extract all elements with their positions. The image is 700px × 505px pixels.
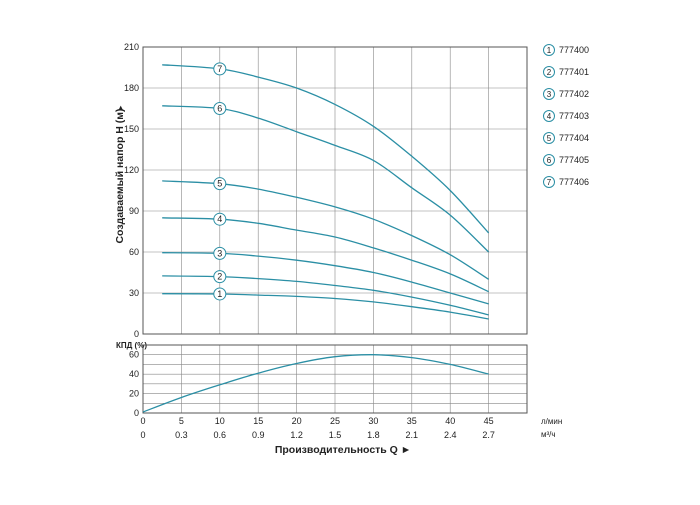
legend-badge-circle bbox=[543, 154, 555, 166]
curve-badge-number: 6 bbox=[217, 104, 222, 114]
legend-badge-number: 4 bbox=[547, 112, 552, 121]
head-y-tick-label: 150 bbox=[124, 124, 139, 134]
head-curve-777403 bbox=[162, 217, 489, 293]
legend-label: 777403 bbox=[559, 111, 589, 121]
curve-badge-number: 5 bbox=[217, 179, 222, 189]
x-tick-label-secondary: 1.5 bbox=[329, 430, 342, 440]
x-tick-label-primary: 40 bbox=[445, 416, 455, 426]
head-y-tick-label: 210 bbox=[124, 42, 139, 52]
x-tick-label-secondary: 1.2 bbox=[290, 430, 303, 440]
curve-badge-circle bbox=[213, 270, 227, 284]
x-tick-label-primary: 0 bbox=[140, 416, 145, 426]
legend-badge-circle bbox=[543, 66, 555, 78]
curve-badge-circle bbox=[213, 102, 227, 115]
legend-label: 777401 bbox=[559, 67, 589, 77]
head-y-tick-label: 60 bbox=[129, 247, 139, 257]
head-y-tick-label: 30 bbox=[129, 288, 139, 298]
legend-badge-circle bbox=[543, 88, 555, 100]
x-axis-title: Производительность Q ► bbox=[275, 444, 411, 456]
head-y-tick-label: 90 bbox=[129, 206, 139, 216]
curve-badge-number: 2 bbox=[217, 272, 222, 282]
curve-badge-circle bbox=[213, 177, 227, 191]
curve-badge-circle bbox=[213, 212, 227, 226]
legend-label: 777406 bbox=[559, 177, 589, 187]
x-tick-label-secondary: 0.6 bbox=[214, 430, 227, 440]
x-tick-label-primary: 25 bbox=[330, 416, 340, 426]
x-tick-label-primary: 45 bbox=[484, 416, 494, 426]
x-tick-label-primary: 30 bbox=[368, 416, 378, 426]
x-tick-label-primary: 10 bbox=[215, 416, 225, 426]
curve-badge-number: 1 bbox=[217, 289, 222, 299]
head-curve-777400 bbox=[162, 293, 489, 320]
curve-badge-number: 4 bbox=[217, 214, 222, 224]
head-y-tick-label: 0 bbox=[134, 329, 139, 339]
x-tick-label-secondary: 2.1 bbox=[406, 430, 419, 440]
x-tick-label-secondary: 0 bbox=[140, 430, 145, 440]
legend-badge-circle bbox=[543, 44, 555, 56]
x-tick-label-secondary: 2.4 bbox=[444, 430, 457, 440]
curve-badge-circle bbox=[213, 246, 227, 260]
eff-y-tick-label: 0 bbox=[134, 408, 139, 418]
x-tick-label-secondary: 2.7 bbox=[482, 430, 495, 440]
legend-label: 777400 bbox=[559, 45, 589, 55]
legend-label: 777404 bbox=[559, 133, 589, 143]
eff-y-tick-label: 60 bbox=[129, 350, 139, 360]
y-axis-arrow: ► bbox=[116, 104, 125, 112]
x-unit-primary: л/мин bbox=[541, 417, 562, 426]
x-tick-label-primary: 35 bbox=[407, 416, 417, 426]
x-tick-label-secondary: 0.9 bbox=[252, 430, 265, 440]
curve-badge-number: 7 bbox=[217, 64, 222, 74]
legend-badge-number: 5 bbox=[547, 134, 552, 143]
x-unit-secondary: м³/ч bbox=[541, 430, 556, 439]
y-axis-title: Создаваемый напор H (м) bbox=[114, 108, 126, 243]
head-curve-777404 bbox=[162, 180, 489, 280]
head-curve-777402 bbox=[162, 252, 489, 305]
head-plot-frame bbox=[142, 46, 528, 335]
legend-label: 777405 bbox=[559, 155, 589, 165]
legend-badge-circle bbox=[543, 132, 555, 144]
legend-badge-number: 6 bbox=[547, 156, 552, 165]
efficiency-curve bbox=[142, 354, 489, 413]
legend-badge-number: 1 bbox=[547, 46, 552, 55]
curve-badge-circle bbox=[213, 287, 227, 301]
head-y-tick-label: 120 bbox=[124, 165, 139, 175]
curve-badge-number: 3 bbox=[217, 248, 222, 258]
curve-badge-circle bbox=[213, 62, 227, 76]
legend-badge-number: 2 bbox=[547, 68, 552, 77]
head-y-tick-label: 180 bbox=[124, 83, 139, 93]
legend-badge-circle bbox=[543, 176, 555, 188]
head-curve-777401 bbox=[162, 275, 489, 316]
x-tick-label-primary: 5 bbox=[179, 416, 184, 426]
legend-label: 777402 bbox=[559, 89, 589, 99]
eff-y-tick-label: 40 bbox=[129, 369, 139, 379]
x-tick-label-secondary: 0.3 bbox=[175, 430, 188, 440]
x-tick-label-primary: 20 bbox=[292, 416, 302, 426]
grid-layer bbox=[143, 47, 527, 413]
eff-y-tick-label: 20 bbox=[129, 389, 139, 399]
legend-badge-circle bbox=[543, 110, 555, 122]
x-tick-label-secondary: 1.8 bbox=[367, 430, 380, 440]
efficiency-axis-title: КПД (%) bbox=[116, 341, 147, 350]
x-tick-label-primary: 15 bbox=[253, 416, 263, 426]
head-curve-777406 bbox=[162, 64, 490, 234]
eff-plot-frame bbox=[142, 344, 528, 414]
head-curve-777405 bbox=[162, 105, 490, 253]
legend-badge-number: 7 bbox=[547, 178, 552, 187]
legend-badge-number: 3 bbox=[547, 90, 552, 99]
